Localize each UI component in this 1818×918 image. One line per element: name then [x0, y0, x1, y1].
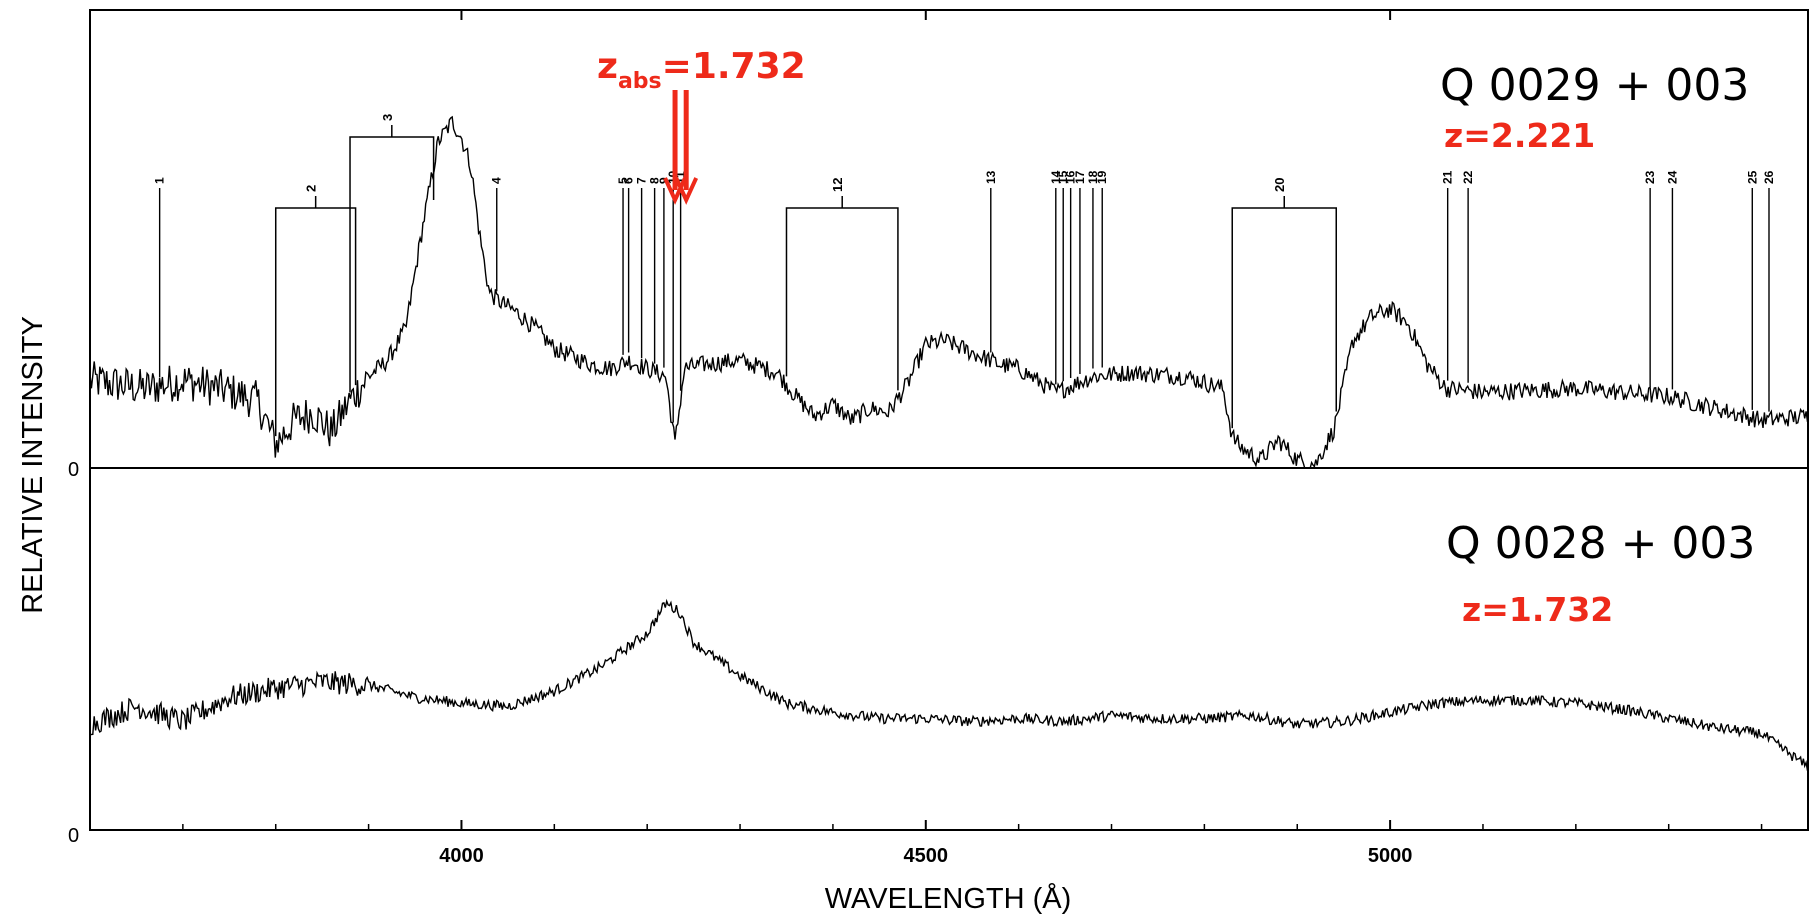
line-id-2-bracket: [274, 207, 357, 437]
line-id-6-label: 6: [622, 177, 636, 184]
line-id-12-bracket: [785, 207, 899, 391]
line-id-24-label: 24: [1665, 170, 1679, 184]
line-id-4-label: 4: [490, 177, 504, 184]
absorber-label-value: =1.732: [662, 46, 806, 87]
x-ticks-layer: 4000 4500 5000: [182, 10, 1763, 867]
spectra-layer: [89, 115, 1809, 771]
x-tick-label-5000: 5000: [1368, 845, 1413, 867]
line-id-17-label: 17: [1073, 170, 1087, 184]
line-id-8-label: 8: [648, 177, 662, 184]
bottom-object-name: Q 0028 + 003: [1446, 518, 1755, 569]
line-id-15-label: 15: [1056, 170, 1070, 184]
line-id-16-label: 16: [1064, 170, 1078, 184]
top-redshift: z=2.221: [1444, 116, 1595, 155]
line-id-23-label: 23: [1643, 170, 1657, 184]
absorber-label-z: z: [597, 46, 618, 87]
line-id-22-label: 22: [1461, 170, 1475, 184]
line-id-19-label: 19: [1095, 170, 1109, 184]
bottom-panel-spectrum: [89, 598, 1809, 771]
absorber-arrows: [663, 90, 699, 205]
top-panel-spectrum: [89, 115, 1809, 469]
bottom-zero-label: 0: [68, 825, 79, 847]
plot-frame: [89, 9, 1809, 831]
line-id-12-label: 12: [830, 178, 845, 192]
line-id-20-label: 20: [1272, 178, 1287, 192]
line-id-13-label: 13: [984, 170, 998, 184]
line-id-18-label: 18: [1086, 170, 1100, 184]
line-id-9-label: 9: [657, 177, 671, 184]
absorber-label: zabs=1.732: [597, 46, 806, 94]
y-axis-label: RELATIVE INTENSITY: [17, 316, 49, 614]
line-id-layer: 1234567891011121314151617181920212223242…: [153, 114, 1776, 437]
line-id-7-label: 7: [635, 177, 649, 184]
absorber-label-subscript: abs: [618, 69, 662, 94]
line-id-2-label: 2: [304, 185, 319, 192]
line-id-26-label: 26: [1762, 170, 1776, 184]
line-id-5-label: 5: [616, 177, 630, 184]
x-tick-label-4000: 4000: [439, 845, 484, 867]
line-id-14-label: 14: [1049, 170, 1063, 184]
x-tick-label-4500: 4500: [904, 845, 949, 867]
bottom-redshift: z=1.732: [1462, 590, 1613, 629]
absorber-arrow-head-2: [674, 177, 699, 205]
top-zero-label: 0: [68, 459, 79, 481]
line-id-20-bracket: [1231, 207, 1337, 429]
line-id-1-label: 1: [153, 177, 167, 184]
top-object-name: Q 0029 + 003: [1440, 60, 1749, 111]
line-id-25-label: 25: [1745, 170, 1759, 184]
line-id-21-label: 21: [1441, 170, 1455, 184]
x-axis-label: WAVELENGTH (Å): [825, 882, 1072, 915]
line-id-3-label: 3: [380, 114, 395, 121]
